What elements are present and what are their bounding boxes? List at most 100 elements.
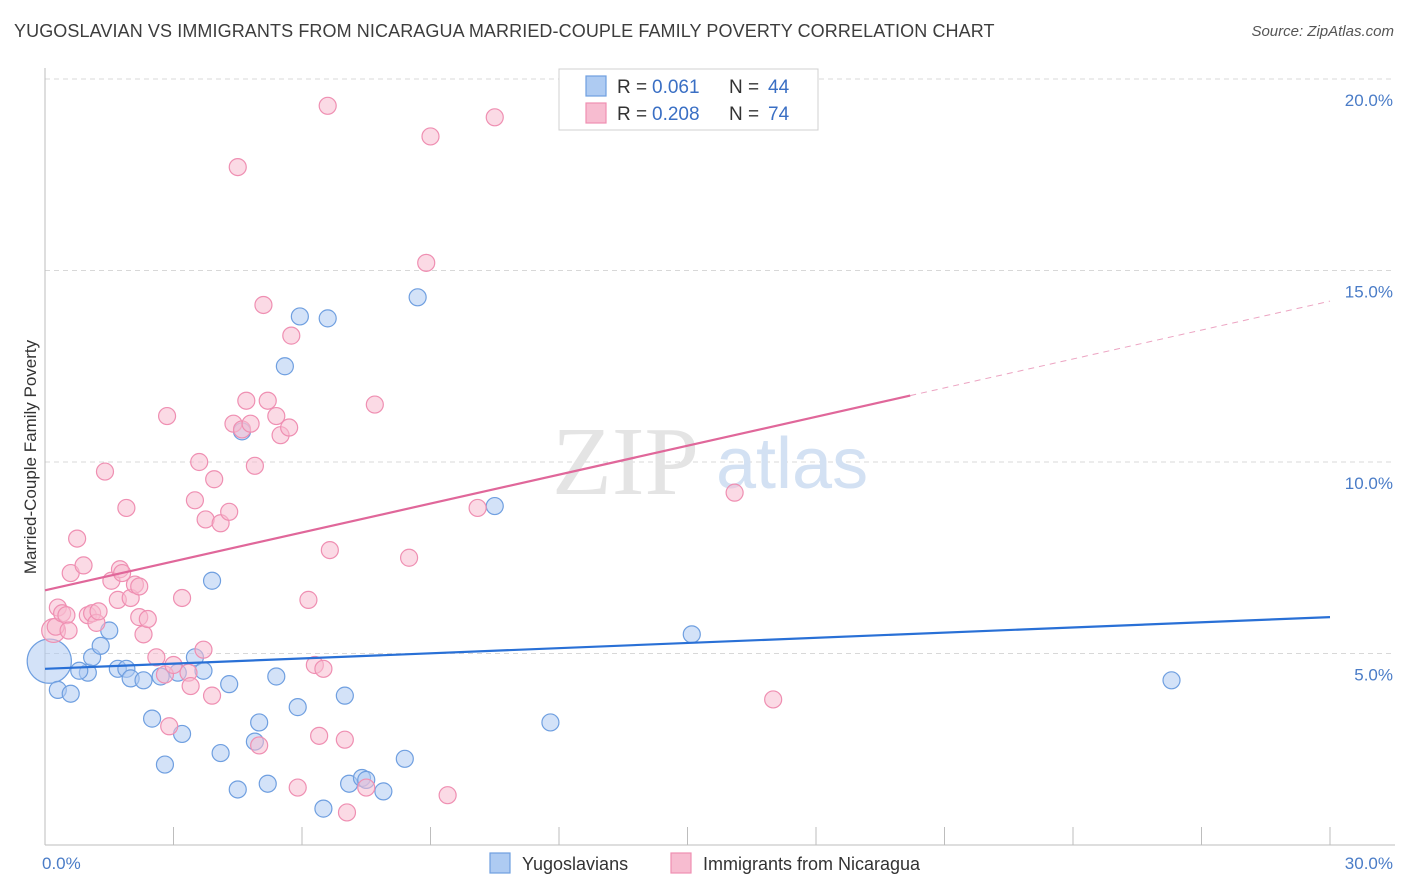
pink-point (74, 556, 93, 575)
pink-point (89, 602, 108, 621)
blue-point (682, 625, 701, 644)
bottom-legend-label: Immigrants from Nicaragua (703, 854, 921, 874)
blue-trendline (44, 616, 1331, 670)
y-tick-label: 15.0% (1345, 283, 1393, 302)
y-tick-label: 20.0% (1345, 91, 1393, 110)
blue-point (275, 357, 294, 376)
chart-title: YUGOSLAVIAN VS IMMIGRANTS FROM NICARAGUA… (14, 21, 995, 41)
blue-point (541, 713, 560, 732)
pink-point (438, 786, 457, 805)
bottom-legend: Yugoslavians Immigrants from Nicaragua (489, 852, 921, 874)
y-tick-label: 10.0% (1345, 474, 1393, 493)
pink-point (258, 391, 277, 410)
blue-point (70, 661, 89, 680)
pink-point (725, 483, 744, 502)
pink-point (337, 803, 357, 822)
legend-n-value: 44 (768, 77, 790, 98)
blue-point (194, 661, 213, 680)
y-axis-label: Married-Couple Family Poverty (21, 339, 40, 574)
pink-point (421, 127, 440, 146)
blue-point (318, 309, 337, 328)
bottom-legend-label: Yugoslavians (522, 854, 628, 874)
pink-point (194, 640, 213, 659)
blue-point (290, 307, 309, 326)
pink-point (147, 648, 166, 667)
x-tick-label: 30.0% (1345, 854, 1393, 873)
pink-point (764, 690, 783, 709)
blue-point (374, 782, 393, 801)
pink-point (57, 606, 76, 625)
pink-point (335, 730, 354, 749)
legend-r-value: 0.061 (652, 77, 700, 98)
pink-bottom-legend-swatch (670, 852, 692, 874)
pink-point (157, 406, 177, 426)
pink-point (267, 406, 286, 426)
pink-point (282, 326, 301, 345)
pink-point (185, 491, 205, 510)
pink-point (485, 108, 504, 127)
pink-point (164, 655, 183, 675)
pink-point (254, 295, 273, 315)
pink-point (365, 395, 384, 414)
blue-point (485, 496, 504, 516)
y-tick-label: 5.0% (1354, 666, 1393, 685)
pink-point (138, 609, 157, 629)
legend-r-value: 0.208 (652, 104, 700, 125)
blue-point (408, 288, 427, 307)
blue-point (202, 571, 222, 590)
legend-n-label: N = (729, 104, 759, 125)
pink-point (299, 590, 318, 609)
pink-point (228, 157, 247, 177)
legend-n-label: N = (729, 77, 759, 98)
trendlines (44, 300, 1331, 670)
pink-point (134, 625, 153, 644)
legend-n-value: 74 (768, 104, 790, 125)
blue-point (395, 749, 414, 768)
blue-legend-swatch (585, 75, 607, 97)
blue-point (26, 638, 72, 684)
blue-point (288, 698, 307, 717)
blue-point (211, 743, 230, 763)
pink-point (288, 778, 307, 797)
pink-point (310, 726, 329, 745)
pink-point (237, 391, 256, 410)
pink-point (59, 621, 78, 640)
blue-point (314, 799, 333, 818)
x-tick-label: 0.0% (42, 854, 81, 873)
pink-point (220, 502, 239, 521)
watermark: ZIP atlas (552, 408, 868, 516)
blue-point (1162, 671, 1181, 690)
blue-point (258, 774, 277, 793)
pink-point (245, 456, 264, 475)
blue-point (267, 667, 286, 686)
gridlines (45, 78, 1395, 654)
pink-point (95, 462, 115, 481)
pink-point (468, 498, 487, 518)
pink-point (160, 717, 179, 736)
tick-labels: 5.0% 10.0% 15.0% 20.0% 0.0% 30.0% (42, 91, 1393, 873)
legend: R = 0.061 N = 44 R = 0.208 N = 74 (558, 68, 819, 131)
chart-source: Source: ZipAtlas.com (1251, 23, 1394, 40)
pink-point (399, 548, 419, 567)
legend-r-label: R = (617, 77, 647, 98)
pink-point (314, 659, 333, 678)
blue-point (142, 709, 162, 728)
pink-trendline (44, 394, 911, 592)
pink-legend-swatch (585, 102, 607, 124)
pink-point (202, 686, 222, 705)
pink-point (250, 736, 269, 755)
pink-point (181, 676, 200, 696)
pink-point (190, 452, 209, 472)
pink-point (318, 96, 337, 115)
blue-point (220, 675, 239, 694)
pink-point (280, 418, 299, 437)
pink-point (241, 414, 260, 433)
blue-point (155, 755, 175, 774)
pink-trendline-extension (910, 300, 1331, 397)
pink-point (320, 540, 339, 560)
axes (44, 68, 1395, 846)
pink-point (417, 253, 436, 272)
blue-point (335, 686, 354, 705)
blue-point (91, 636, 110, 655)
watermark-zip: ZIP (552, 408, 699, 516)
